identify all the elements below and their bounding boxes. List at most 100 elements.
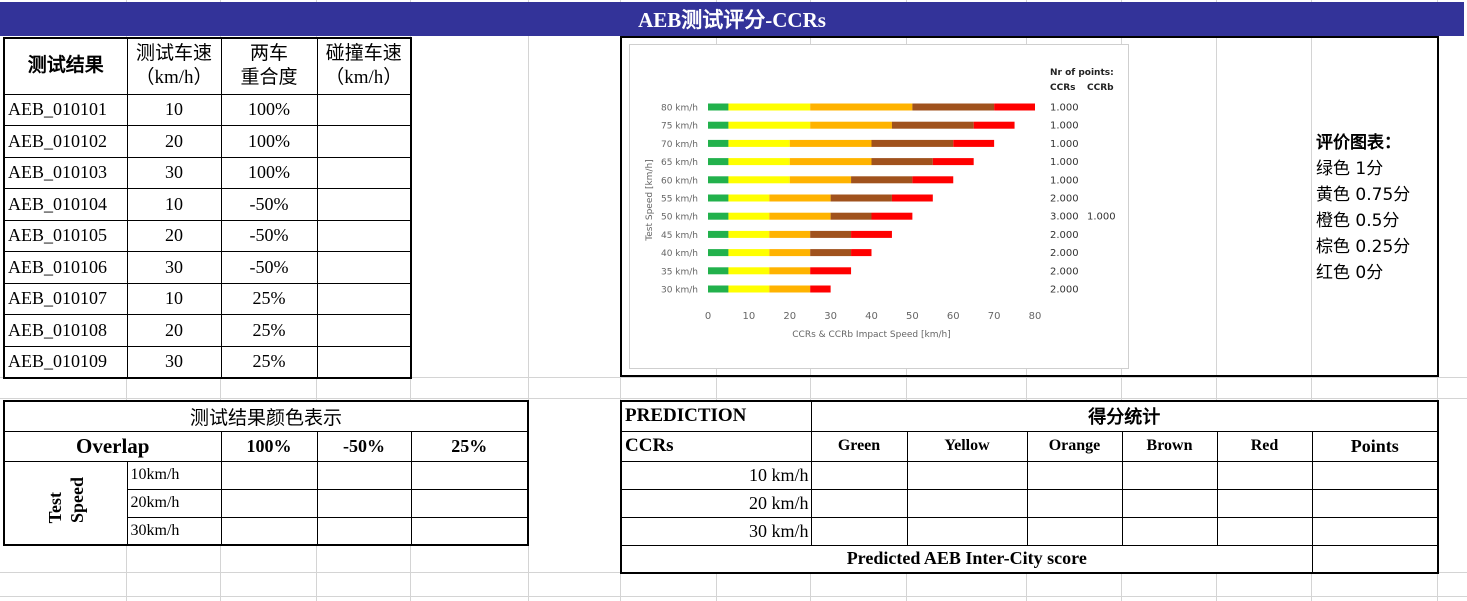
prediction-cell[interactable]: [1216, 488, 1313, 518]
x-tick-label: 50: [906, 311, 919, 322]
table-row: AEB_010105 20 -50%: [3, 219, 412, 252]
x-tick-label: 80: [1029, 311, 1042, 322]
impact-speed-cell[interactable]: [316, 251, 412, 284]
prediction-cell[interactable]: [1026, 488, 1123, 518]
table-row: AEB_010104 10 -50%: [3, 188, 412, 221]
color-cell[interactable]: [220, 488, 318, 518]
points-header: Nr of points:: [1050, 68, 1114, 78]
overlap-minus50: -50%: [316, 430, 412, 462]
points-ccrs-value: 2.000: [1050, 266, 1079, 277]
x-tick-label: 30: [824, 311, 837, 322]
bar-segment-orange: [769, 212, 831, 220]
prediction-cell[interactable]: [906, 516, 1028, 546]
color-cell[interactable]: [316, 488, 412, 518]
bar-segment-red: [851, 230, 892, 238]
impact-speed-cell[interactable]: [316, 125, 412, 158]
bar-segment-brown: [871, 139, 954, 147]
impact-speed-cell[interactable]: [316, 314, 412, 347]
table-row: AEB_010101 10 100%: [3, 93, 412, 126]
bar-segment-brown: [871, 158, 933, 166]
bar-segment-brown: [830, 212, 872, 220]
prediction-cell[interactable]: [1311, 488, 1439, 518]
header-test-result: 测试结果: [3, 37, 128, 95]
bar-segment-red: [953, 139, 995, 147]
bar-segment-red: [891, 194, 933, 202]
y-tick-label: 70 km/h: [661, 140, 698, 150]
y-tick-label: 40 km/h: [661, 249, 698, 259]
bar-segment-red: [810, 267, 852, 275]
impact-speed-cell[interactable]: [316, 156, 412, 189]
color-cell[interactable]: [410, 516, 529, 546]
points-ccrs-value: 2.000: [1050, 230, 1079, 241]
legend-item: 棕色 0.25分: [1316, 237, 1411, 257]
prediction-cell[interactable]: [1216, 460, 1313, 490]
table-row: AEB_010102 20 100%: [3, 125, 412, 158]
test-id-cell: AEB_010105: [3, 219, 128, 252]
speed-cell: 30: [126, 156, 222, 189]
prediction-cell[interactable]: [1121, 460, 1218, 490]
color-cell[interactable]: [410, 460, 529, 490]
predicted-score-value[interactable]: [1311, 544, 1439, 574]
y-tick-label: 35 km/h: [661, 267, 698, 277]
chart-image[interactable]: 80 km/h 1.000 75 km/h 1.000 70 km/h 1.000 65 k…: [629, 44, 1129, 369]
impact-speed-cell[interactable]: [316, 219, 412, 252]
prediction-speed-label: 30 km/h: [620, 516, 812, 546]
color-cell[interactable]: [220, 460, 318, 490]
prediction-cell[interactable]: [1311, 516, 1439, 546]
impact-speed-cell[interactable]: [316, 188, 412, 221]
bar-segment-yellow: [728, 103, 811, 111]
header-impact-speed: 碰撞车速 （km/h）: [316, 37, 412, 95]
impact-speed-cell[interactable]: [316, 345, 412, 378]
ccrs-label: CCRs: [620, 430, 812, 462]
speed-cell: 10: [126, 93, 222, 126]
prediction-cell[interactable]: [1121, 488, 1218, 518]
speed-row-label: 30km/h: [126, 516, 222, 546]
bar-segment-green: [708, 249, 729, 257]
sheet-title: AEB测试评分-CCRs: [0, 2, 1464, 36]
scoring-legend: 评价图表： 绿色 1分 黄色 0.75分 橙色 0.5分 棕色 0.25分 红色 0分: [1316, 130, 1410, 286]
x-tick-label: 10: [743, 311, 756, 322]
points-ccrs-value: 3.000: [1050, 212, 1079, 223]
bar-segment-brown: [891, 121, 974, 129]
prediction-cell[interactable]: [1026, 516, 1123, 546]
legend-item: 黄色 0.75分: [1316, 185, 1411, 205]
bar-segment-green: [708, 139, 729, 147]
bar-segment-orange: [789, 176, 852, 184]
x-tick-label: 20: [783, 311, 796, 322]
table-row: AEB_010106 30 -50%: [3, 251, 412, 284]
prediction-cell[interactable]: [1311, 460, 1439, 490]
speed-cell: 10: [126, 282, 222, 315]
prediction-cell[interactable]: [1026, 460, 1123, 490]
impact-speed-cell[interactable]: [316, 93, 412, 126]
prediction-cell[interactable]: [906, 488, 1028, 518]
prediction-cell[interactable]: [810, 516, 908, 546]
overlap-cell: 25%: [220, 314, 318, 347]
bar-segment-green: [708, 194, 729, 202]
test-label: Test: [44, 491, 65, 524]
test-id-cell: AEB_010101: [3, 93, 128, 126]
impact-speed-cell[interactable]: [316, 282, 412, 315]
points-ccrs-value: 2.000: [1050, 285, 1079, 296]
predicted-score-label: Predicted AEB Inter-City score: [620, 544, 1313, 574]
prediction-cell[interactable]: [1216, 516, 1313, 546]
color-cell[interactable]: [316, 460, 412, 490]
bar-segment-brown: [851, 176, 913, 184]
test-id-cell: AEB_010102: [3, 125, 128, 158]
x-tick-label: 60: [947, 311, 960, 322]
bar-segment-yellow: [728, 194, 770, 202]
bar-segment-orange: [789, 139, 872, 147]
test-id-cell: AEB_010108: [3, 314, 128, 347]
prediction-cell[interactable]: [1121, 516, 1218, 546]
bar-segment-brown: [810, 249, 852, 257]
color-cell[interactable]: [316, 516, 412, 546]
color-cell[interactable]: [220, 516, 318, 546]
prediction-cell[interactable]: [906, 460, 1028, 490]
prediction-cell[interactable]: [810, 488, 908, 518]
bar-segment-red: [912, 176, 954, 184]
x-axis-label: CCRs & CCRb Impact Speed [km/h]: [792, 330, 950, 340]
points-col-ccrs: CCRs: [1050, 83, 1076, 93]
prediction-cell[interactable]: [810, 460, 908, 490]
bar-segment-green: [708, 158, 729, 166]
color-cell[interactable]: [410, 488, 529, 518]
bar-segment-green: [708, 103, 729, 111]
